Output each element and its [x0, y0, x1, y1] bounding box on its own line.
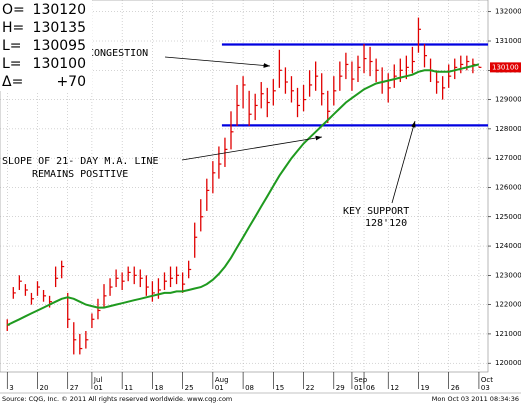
x-tick-label: 27 [70, 384, 79, 392]
x-tick-label: 26 [451, 384, 460, 392]
x-tick-label: 01 [215, 384, 224, 392]
x-tick-label: 03 [481, 384, 490, 392]
x-tick-label: 25 [185, 384, 194, 392]
y-tick-label: 124000 [495, 242, 521, 250]
x-tick-label: 22 [306, 384, 315, 392]
marks [6, 17, 488, 355]
header-label: O= [2, 2, 25, 18]
y-tick-label: 123000 [495, 271, 521, 279]
y-tick-label: 120000 [495, 359, 521, 367]
header-value: +70 [56, 74, 86, 90]
y-tick-label: 132000 [495, 8, 521, 16]
y-tick-label: 128000 [495, 125, 521, 133]
moving-average [6, 63, 480, 327]
x-tick-label: 18 [154, 384, 163, 392]
x-tick-label: 29 [336, 384, 345, 392]
month-label: Jul [93, 376, 103, 384]
last-price-label: 130100 [492, 63, 519, 71]
x-tick-label: 08 [245, 384, 254, 392]
y-tick-label: 129000 [495, 96, 521, 104]
y-tick-label: 121000 [495, 330, 521, 338]
y-tick-label: 125000 [495, 213, 521, 221]
x-tick-label: 15 [275, 384, 284, 392]
annotation: 128'120 [365, 218, 407, 229]
annotation: SLOPE OF 21- DAY M.A. LINE [2, 156, 159, 167]
x-tick-label: 06 [366, 384, 375, 392]
header-box [0, 0, 92, 91]
arrow [181, 135, 323, 161]
annotation: REMAINS POSITIVE [32, 169, 128, 180]
y-tick-label: 131000 [495, 37, 521, 45]
arrow [164, 56, 271, 68]
header-label: L= [2, 38, 22, 54]
x-tick-label: 3 [9, 384, 13, 392]
header: O= 130120 H= 130135 L= 130095 L= 130100 Δ= +70 [2, 2, 86, 90]
last-price-box [490, 62, 521, 73]
footer-source: Source: CQG, Inc. © 2011 All rights rese… [2, 395, 232, 403]
x-tick-label: 12 [390, 384, 399, 392]
arrow [391, 120, 416, 204]
x-tick-label: 19 [420, 384, 429, 392]
header-label: H= [2, 20, 24, 36]
header-label: L= [2, 56, 22, 72]
month-label: Sep [354, 376, 368, 384]
grid [0, 0, 488, 372]
x-tick-label: 01 [94, 384, 103, 392]
header-value: 130120 [33, 2, 86, 18]
month-label: Aug [215, 376, 229, 384]
header-value: 130135 [33, 20, 86, 36]
header-label: Δ= [2, 74, 23, 90]
header-value: 130095 [33, 38, 86, 54]
x-tick-label: 11 [124, 384, 133, 392]
x-tick-label: 01 [354, 384, 363, 392]
month-label: Oct [481, 376, 493, 384]
annotation: CONGESTION [88, 48, 148, 59]
y-tick-label: 126000 [495, 183, 521, 191]
y-tick-label: 127000 [495, 154, 521, 162]
x-tick-label: 20 [39, 384, 48, 392]
y-tick-label: 122000 [495, 301, 521, 309]
header-value: 130100 [33, 56, 86, 72]
annotation: KEY SUPPORT [343, 206, 409, 217]
footer-timestamp: Mon Oct 03 2011 08:34:36 [432, 395, 519, 403]
